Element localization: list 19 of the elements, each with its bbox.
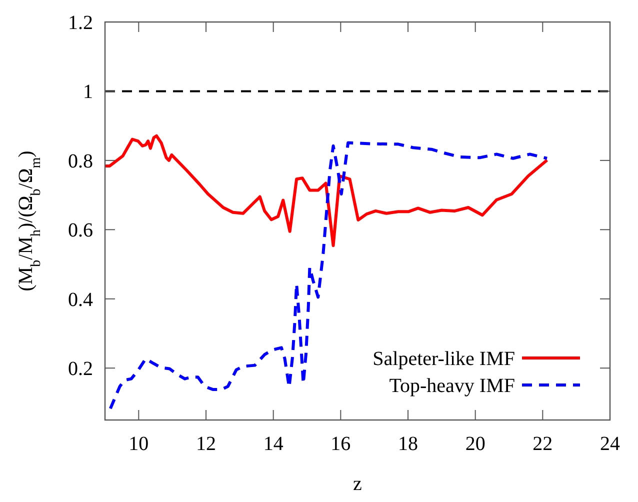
x-axis-title: z xyxy=(353,473,362,495)
x-tick-label: 20 xyxy=(465,433,486,455)
x-tick-label: 10 xyxy=(128,433,149,455)
y-tick-label: 1 xyxy=(83,81,93,104)
x-tick-label: 16 xyxy=(330,433,351,455)
x-tick-label: 18 xyxy=(398,433,418,455)
legend-label: Top-heavy IMF xyxy=(389,375,515,397)
y-tick-label: 0.8 xyxy=(68,150,93,172)
y-tick-label: 0.4 xyxy=(68,288,93,311)
x-tick-label: 24 xyxy=(600,433,620,455)
x-tick-label: 14 xyxy=(263,433,284,455)
y-tick-label: 1.2 xyxy=(68,12,93,34)
x-tick-label: 22 xyxy=(532,433,553,455)
y-tick-label: 0.6 xyxy=(68,220,93,242)
line-series xyxy=(105,134,549,248)
legend-label: Salpeter-like IMF xyxy=(372,348,515,370)
y-tick-label: 0.2 xyxy=(68,358,93,380)
x-tick-label: 12 xyxy=(196,433,216,455)
line-series xyxy=(108,141,549,410)
